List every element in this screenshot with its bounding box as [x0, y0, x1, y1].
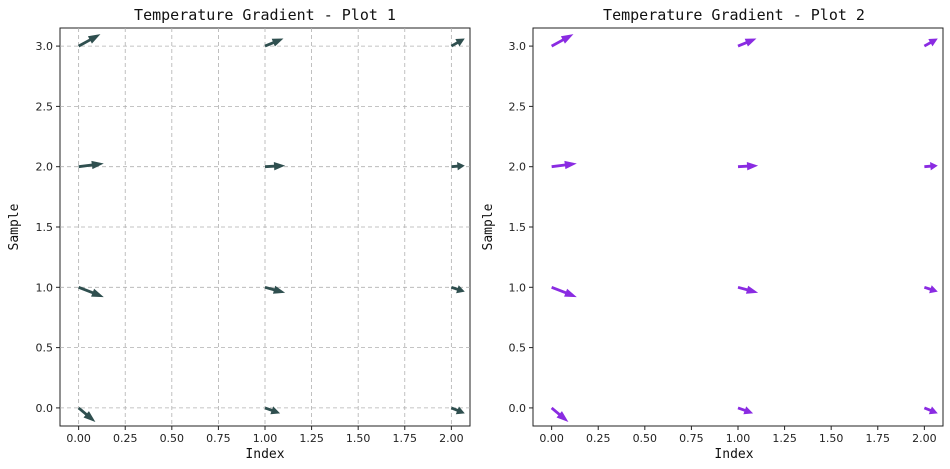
quiver-arrow	[737, 406, 754, 415]
quiver-arrow	[550, 406, 569, 423]
quiver-arrow	[450, 38, 465, 48]
plot-2-x-axis-label: Index	[714, 447, 753, 462]
y-tick-label: 1.0	[509, 281, 527, 294]
plot-1-panel: 0.00 0.25 0.50 0.75 1.00 1.25 1.50 1.75 2.00 0.0…	[7, 6, 471, 462]
plot-2-y-axis-label: Sample	[481, 203, 496, 250]
x-tick-label: 1.25	[299, 432, 324, 445]
x-tick-label: 1.75	[393, 432, 418, 445]
y-tick-label: 2.0	[36, 161, 54, 174]
x-tick-label: 2.00	[912, 432, 937, 445]
x-tick-label: 0.25	[586, 432, 611, 445]
y-tick-label: 2.5	[36, 100, 54, 113]
plot-2-arrows	[550, 34, 938, 423]
y-tick-label: 0.0	[36, 402, 54, 415]
quiver-arrow	[551, 160, 577, 170]
y-tick-label: 0.5	[36, 342, 54, 355]
quiver-arrow	[924, 162, 938, 171]
quiver-arrow	[77, 406, 96, 423]
plot-2-y-ticks: 0.0 0.5 1.0 1.5 2.0 2.5 3.0	[509, 40, 533, 415]
quiver-arrow	[923, 406, 938, 415]
quiver-arrow	[550, 34, 574, 48]
x-tick-label: 1.00	[253, 432, 278, 445]
quiver-arrow	[264, 406, 281, 415]
plot-1-x-axis-label: Index	[245, 447, 284, 462]
y-tick-label: 1.0	[36, 281, 54, 294]
y-tick-label: 3.0	[36, 40, 54, 53]
plot-1-x-ticks: 0.00 0.25 0.50 0.75 1.00 1.25 1.50 1.75 2.00	[66, 426, 464, 445]
y-tick-label: 3.0	[509, 40, 527, 53]
x-tick-label: 1.75	[866, 432, 891, 445]
quiver-arrow	[737, 285, 759, 294]
quiver-arrow	[78, 286, 104, 298]
quiver-arrow	[78, 160, 104, 170]
quiver-arrow	[450, 285, 465, 294]
x-tick-label: 1.00	[726, 432, 751, 445]
x-tick-label: 1.25	[772, 432, 797, 445]
plot-1-arrows	[77, 34, 465, 423]
plot-1-title: Temperature Gradient - Plot 1	[134, 6, 396, 24]
quiver-arrow	[737, 38, 757, 48]
y-tick-label: 2.0	[509, 161, 527, 174]
x-tick-label: 2.00	[439, 432, 464, 445]
quiver-arrow	[737, 162, 759, 171]
y-tick-label: 0.5	[509, 342, 527, 355]
y-tick-label: 0.0	[509, 402, 527, 415]
x-tick-label: 0.00	[66, 432, 91, 445]
x-tick-label: 0.75	[679, 432, 704, 445]
plot-2-axes-frame	[532, 27, 944, 427]
y-tick-label: 1.5	[509, 221, 527, 234]
x-tick-label: 0.75	[206, 432, 231, 445]
x-tick-label: 1.50	[346, 432, 371, 445]
quiver-arrow	[923, 38, 938, 48]
y-tick-label: 1.5	[36, 221, 54, 234]
quiver-arrow	[77, 34, 101, 48]
quiver-arrow	[923, 285, 938, 294]
x-tick-label: 0.50	[633, 432, 658, 445]
x-tick-label: 0.00	[539, 432, 564, 445]
plot-1-y-axis-label: Sample	[7, 203, 22, 250]
quiver-arrow	[551, 286, 577, 298]
plot-1-y-ticks: 0.0 0.5 1.0 1.5 2.0 2.5 3.0	[36, 40, 60, 415]
quiver-arrow	[264, 285, 286, 294]
quiver-arrow	[264, 38, 284, 48]
quiver-arrow	[450, 406, 465, 415]
plot-2-title: Temperature Gradient - Plot 2	[603, 6, 865, 24]
quiver-arrow	[451, 162, 465, 171]
x-tick-label: 0.50	[160, 432, 185, 445]
y-tick-label: 2.5	[509, 100, 527, 113]
x-tick-label: 1.50	[819, 432, 844, 445]
plot-2-x-ticks: 0.00 0.25 0.50 0.75 1.00 1.25 1.50 1.75 2.00	[539, 426, 937, 445]
plot-2-panel: 0.00 0.25 0.50 0.75 1.00 1.25 1.50 1.75 2.00 0.0…	[481, 6, 944, 462]
x-tick-label: 0.25	[113, 432, 138, 445]
quiver-arrow	[264, 162, 286, 171]
plot-1-grid	[60, 28, 470, 426]
